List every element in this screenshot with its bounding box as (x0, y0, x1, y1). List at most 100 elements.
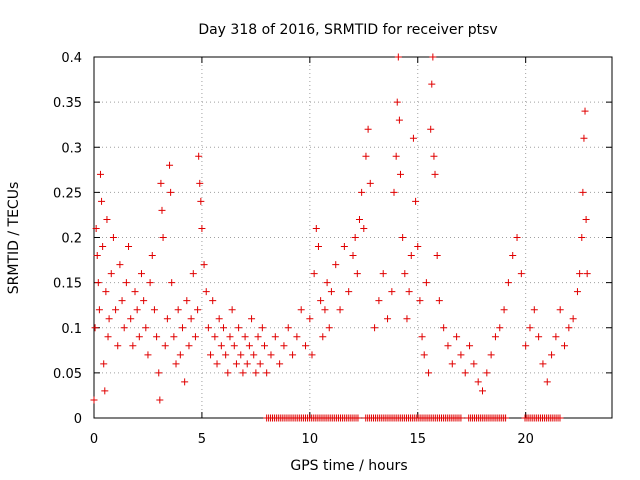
data-point (448, 360, 456, 368)
data-point (444, 342, 452, 350)
data-point (384, 315, 392, 323)
data-point (394, 53, 402, 61)
data-point (166, 161, 174, 169)
data-point (526, 324, 534, 332)
data-point (220, 324, 227, 332)
data-point (104, 333, 112, 341)
data-point (197, 197, 205, 205)
data-point (440, 324, 448, 332)
data-point (157, 179, 165, 187)
data-point (98, 197, 106, 205)
y-tick-label: 0.4 (61, 51, 82, 66)
data-point (581, 107, 589, 115)
data-point (167, 188, 175, 196)
data-point (276, 360, 284, 368)
data-point (332, 261, 340, 269)
data-point (293, 333, 301, 341)
data-point (94, 279, 102, 287)
data-point (552, 333, 560, 341)
data-point (407, 252, 415, 260)
data-point (433, 252, 441, 260)
data-point (321, 306, 329, 314)
data-point (427, 125, 435, 133)
y-axis-label: SRMTID / TECUs (6, 182, 22, 295)
data-point (325, 324, 333, 332)
data-point (232, 360, 240, 368)
data-point (224, 369, 232, 377)
data-point (172, 360, 180, 368)
data-point (226, 333, 234, 341)
data-point (354, 414, 362, 422)
x-tick-label: 0 (90, 432, 98, 447)
data-point (99, 243, 107, 251)
data-point (92, 224, 100, 232)
data-point (517, 270, 525, 278)
data-point (579, 188, 587, 196)
data-point (195, 152, 203, 160)
data-point (102, 288, 110, 296)
data-point (403, 315, 411, 323)
data-point (159, 234, 167, 241)
data-point (479, 387, 486, 395)
data-point (241, 333, 249, 341)
y-tick-label: 0.2 (61, 232, 82, 247)
data-point (263, 369, 271, 377)
data-point (135, 333, 143, 341)
data-point (509, 252, 517, 260)
x-axis-label: GPS time / hours (290, 458, 407, 474)
data-point (310, 270, 318, 278)
data-point (392, 152, 400, 160)
data-point (353, 270, 361, 278)
data-point (194, 306, 202, 314)
data-point (393, 98, 401, 106)
data-point (414, 243, 422, 251)
y-tick-label: 0 (74, 412, 82, 427)
data-point (375, 297, 383, 305)
data-point (358, 188, 366, 196)
data-point (137, 270, 145, 278)
data-point (131, 288, 139, 296)
data-point (156, 396, 164, 404)
data-point (371, 324, 379, 332)
data-point (345, 288, 353, 296)
data-point (163, 315, 171, 323)
data-points (90, 53, 591, 422)
data-point (530, 306, 538, 314)
data-point (483, 369, 491, 377)
data-point (96, 170, 104, 178)
data-point (351, 234, 359, 241)
data-point (420, 351, 428, 359)
data-point (107, 270, 115, 278)
data-point (319, 333, 327, 341)
data-point (170, 333, 178, 341)
data-point (466, 342, 474, 350)
data-point (435, 297, 443, 305)
data-point (258, 324, 266, 332)
data-point (101, 387, 109, 395)
data-point (178, 324, 186, 332)
data-point (209, 297, 217, 305)
data-point (390, 188, 398, 196)
data-point (474, 378, 482, 386)
data-point (405, 288, 413, 296)
data-point (140, 297, 148, 305)
data-point (422, 279, 430, 287)
data-point (93, 252, 101, 260)
data-point (254, 333, 262, 341)
data-point (200, 261, 208, 269)
data-point (364, 125, 372, 133)
data-point (416, 297, 424, 305)
data-point (150, 306, 158, 314)
data-point (129, 342, 137, 350)
data-point (127, 315, 135, 323)
data-point (314, 243, 322, 251)
y-tick-label: 0.1 (61, 322, 82, 337)
data-point (502, 414, 510, 422)
data-point (118, 297, 126, 305)
data-point (211, 333, 219, 341)
data-point (388, 288, 396, 296)
data-point (280, 342, 288, 350)
data-point (250, 351, 258, 359)
data-point (243, 360, 251, 368)
data-point (306, 315, 314, 323)
